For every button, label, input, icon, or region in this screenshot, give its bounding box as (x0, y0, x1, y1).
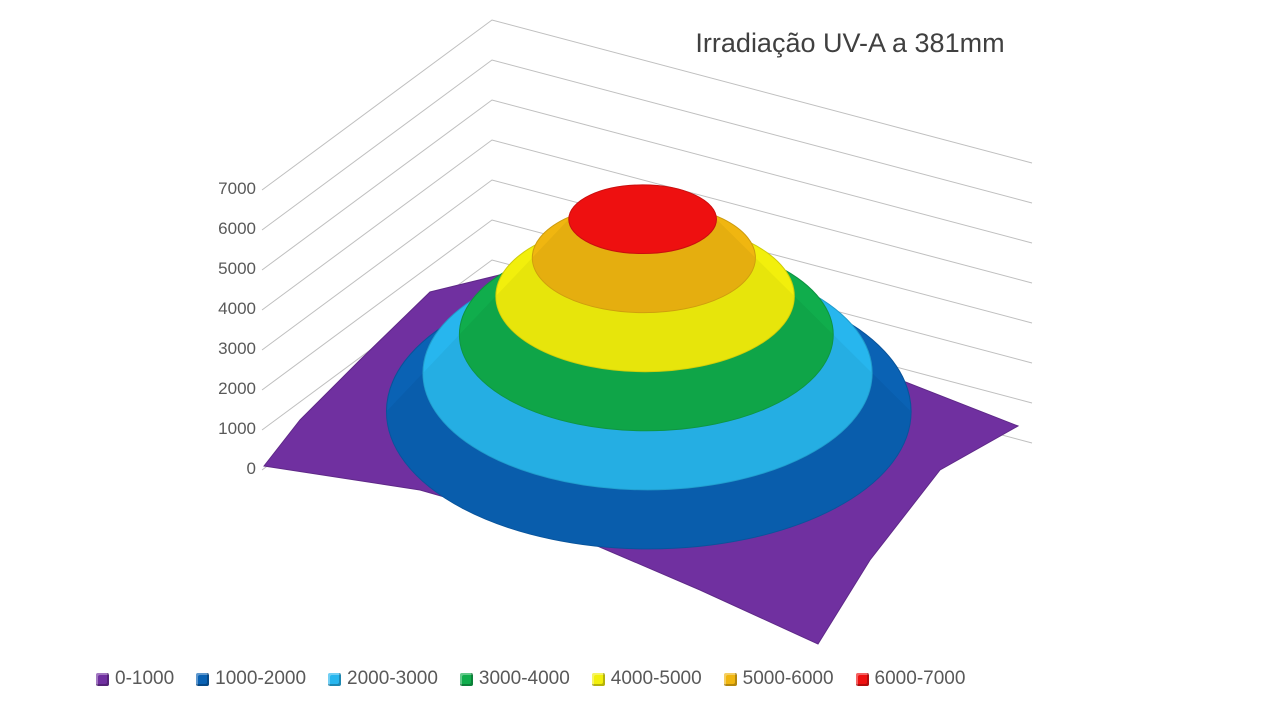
legend-swatch (328, 672, 342, 686)
legend-item: 6000-7000 (855, 668, 966, 690)
gridline (261, 179, 1033, 351)
legend-item: 0-1000 (96, 668, 174, 690)
z-tick-label: 4000 (218, 299, 256, 318)
legend-label: 0-1000 (115, 668, 175, 689)
legend-swatch (96, 672, 109, 686)
legend-label: 1000-2000 (215, 668, 307, 689)
gridline (261, 219, 1033, 391)
gridline (261, 99, 1033, 271)
z-tick-label: 2000 (218, 379, 256, 398)
z-axis-ticks: 0 1000 2000 3000 4000 5000 6000 7000 (218, 179, 256, 478)
legend-label: 3000-4000 (478, 668, 570, 689)
legend-item: 1000-2000 (196, 668, 306, 690)
z-tick-label: 7000 (218, 179, 256, 198)
grid-layer (261, 19, 1033, 471)
band-wall (495, 257, 795, 372)
gridline (261, 59, 1033, 231)
z-tick-label: 3000 (218, 339, 256, 358)
legend-item: 5000-6000 (723, 668, 834, 690)
legend-label: 6000-7000 (874, 668, 966, 689)
band-wall (386, 373, 912, 549)
legend-swatch (723, 672, 737, 686)
surface-layer (263, 184, 1020, 645)
legend-label: 5000-6000 (742, 668, 834, 689)
gridline (261, 139, 1033, 311)
legend: 0-1000 1000-2000 2000-3000 3000-4000 4000-50… (96, 664, 1216, 694)
band-wall (422, 334, 873, 490)
z-tick-label: 0 (247, 459, 256, 478)
legend-swatch (591, 672, 605, 686)
legend-swatch (196, 672, 210, 686)
legend-swatch (459, 672, 473, 686)
z-tick-label: 1000 (218, 419, 256, 438)
z-tick-label: 5000 (218, 259, 256, 278)
band-wall (459, 296, 834, 431)
gridline (261, 19, 1033, 191)
legend-item: 3000-4000 (459, 668, 570, 690)
chart-title: Irradiação UV-A a 381mm (695, 28, 1005, 58)
surface-band-6000-7000 (568, 184, 717, 255)
z-tick-label: 6000 (218, 219, 256, 238)
legend-item: 2000-3000 (328, 668, 438, 690)
legend-item: 4000-5000 (591, 668, 702, 690)
legend-swatch (855, 672, 869, 686)
legend-label: 4000-5000 (610, 668, 702, 689)
legend-label: 2000-3000 (347, 668, 438, 689)
